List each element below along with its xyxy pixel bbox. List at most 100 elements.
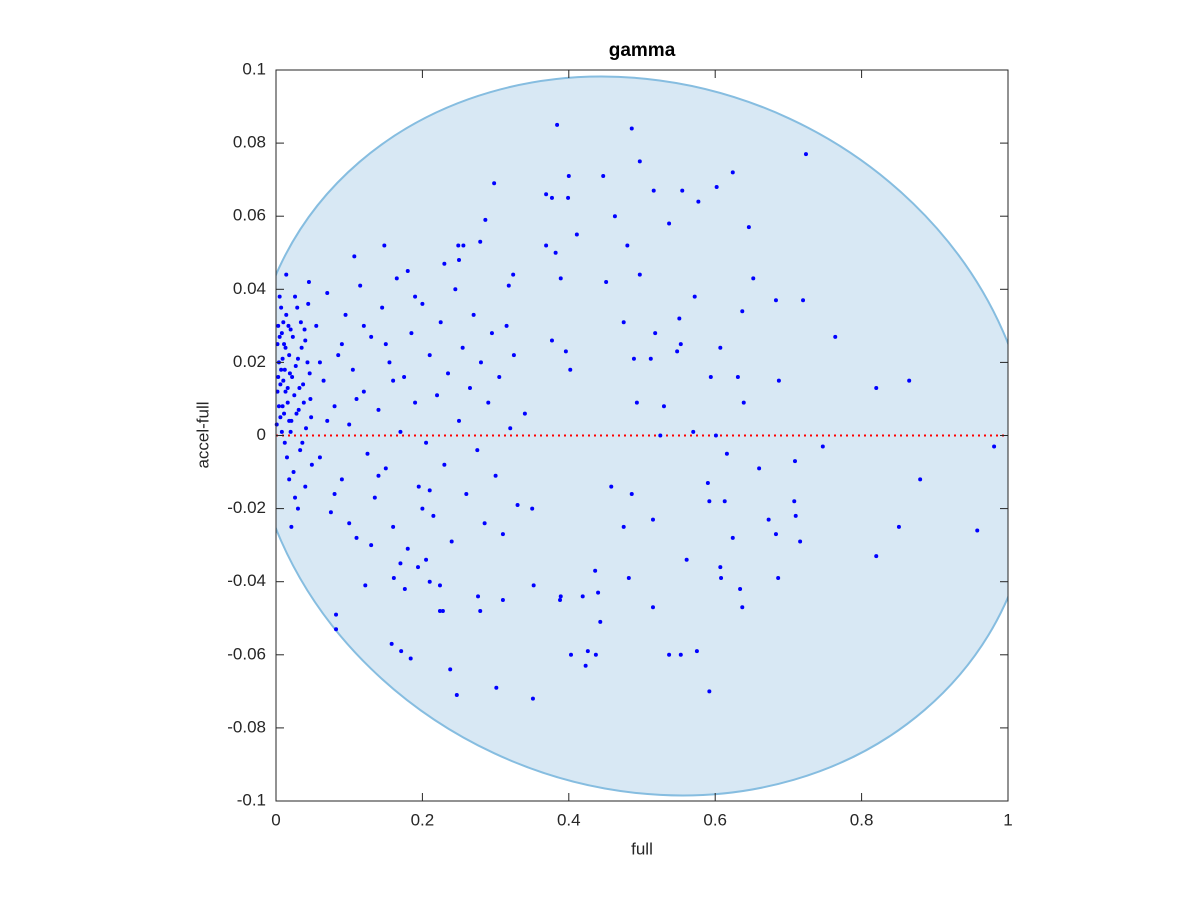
point bbox=[730, 535, 735, 540]
point bbox=[896, 524, 901, 529]
point bbox=[314, 323, 319, 328]
x-tick-label: 0.2 bbox=[411, 810, 435, 829]
point bbox=[293, 364, 298, 369]
point bbox=[907, 378, 912, 383]
point bbox=[483, 217, 488, 222]
point bbox=[376, 407, 381, 412]
point bbox=[282, 440, 287, 445]
point bbox=[522, 411, 527, 416]
point bbox=[792, 499, 797, 504]
point bbox=[295, 506, 300, 511]
point bbox=[634, 400, 639, 405]
point bbox=[354, 396, 359, 401]
point bbox=[504, 323, 509, 328]
point bbox=[283, 389, 288, 394]
point bbox=[757, 466, 762, 471]
point bbox=[280, 356, 285, 361]
point bbox=[405, 546, 410, 551]
x-tick-label: 1 bbox=[1003, 810, 1012, 829]
point bbox=[347, 521, 352, 526]
point bbox=[435, 393, 440, 398]
point bbox=[291, 470, 296, 475]
point bbox=[427, 488, 432, 493]
point bbox=[583, 663, 588, 668]
point bbox=[437, 583, 442, 588]
point bbox=[293, 294, 298, 299]
point bbox=[437, 608, 442, 613]
point bbox=[354, 535, 359, 540]
point bbox=[486, 400, 491, 405]
point bbox=[456, 243, 461, 248]
point bbox=[650, 517, 655, 522]
point bbox=[580, 594, 585, 599]
point bbox=[286, 323, 291, 328]
point bbox=[302, 327, 307, 332]
point bbox=[278, 382, 283, 387]
point bbox=[801, 298, 806, 303]
point bbox=[975, 528, 980, 533]
point bbox=[515, 502, 520, 507]
point bbox=[301, 382, 306, 387]
point bbox=[746, 225, 751, 230]
point bbox=[281, 378, 286, 383]
point bbox=[776, 378, 781, 383]
point bbox=[621, 524, 626, 529]
point bbox=[365, 451, 370, 456]
point bbox=[277, 334, 282, 339]
point bbox=[372, 495, 377, 500]
point bbox=[389, 641, 394, 646]
point bbox=[413, 400, 418, 405]
point bbox=[300, 440, 305, 445]
point bbox=[303, 484, 308, 489]
point bbox=[544, 192, 549, 197]
point bbox=[675, 349, 680, 354]
point bbox=[680, 188, 685, 193]
point bbox=[306, 301, 311, 306]
point bbox=[626, 576, 631, 581]
point bbox=[558, 597, 563, 602]
point bbox=[471, 312, 476, 317]
point bbox=[568, 367, 573, 372]
y-tick-label: 0.04 bbox=[233, 279, 266, 298]
point bbox=[287, 371, 292, 376]
point bbox=[735, 375, 740, 380]
point bbox=[476, 594, 481, 599]
point bbox=[306, 279, 311, 284]
point bbox=[658, 433, 663, 438]
point bbox=[317, 360, 322, 365]
point bbox=[297, 385, 302, 390]
point bbox=[601, 173, 606, 178]
point bbox=[621, 320, 626, 325]
point bbox=[530, 506, 535, 511]
point bbox=[387, 360, 392, 365]
x-tick-label: 0.6 bbox=[703, 810, 727, 829]
point bbox=[276, 404, 281, 409]
point bbox=[454, 693, 459, 698]
point bbox=[442, 462, 447, 467]
point bbox=[301, 400, 306, 405]
point bbox=[544, 243, 549, 248]
point bbox=[553, 250, 558, 255]
x-tick-label: 0.8 bbox=[850, 810, 874, 829]
point bbox=[285, 385, 290, 390]
point bbox=[278, 415, 283, 420]
point bbox=[467, 385, 472, 390]
point bbox=[308, 396, 313, 401]
point bbox=[328, 510, 333, 515]
y-tick-label: 0.1 bbox=[242, 59, 266, 78]
point bbox=[678, 652, 683, 657]
point bbox=[707, 689, 712, 694]
point bbox=[585, 649, 590, 654]
point bbox=[288, 429, 293, 434]
point bbox=[307, 371, 312, 376]
point bbox=[416, 565, 421, 570]
point bbox=[420, 301, 425, 306]
point bbox=[292, 393, 297, 398]
y-tick-label: 0 bbox=[257, 425, 266, 444]
point bbox=[874, 554, 879, 559]
point bbox=[530, 696, 535, 701]
point bbox=[461, 243, 466, 248]
point bbox=[648, 356, 653, 361]
point bbox=[398, 561, 403, 566]
